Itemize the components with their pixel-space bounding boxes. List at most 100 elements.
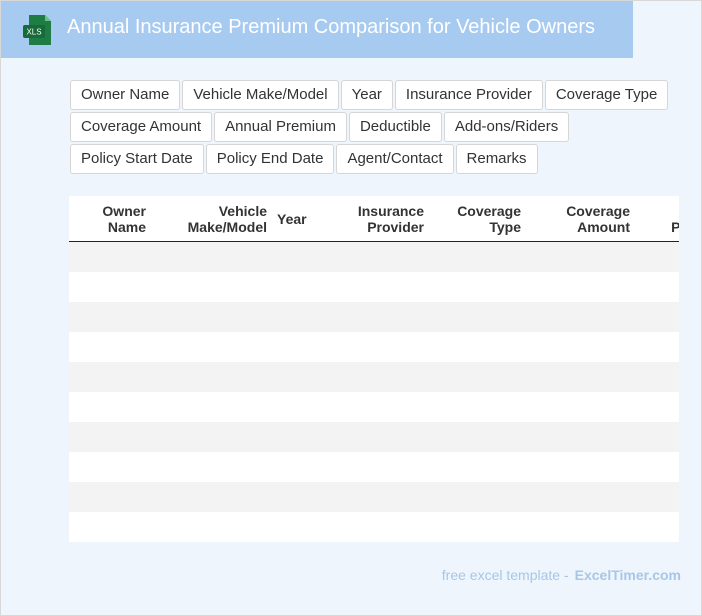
table-row <box>69 482 679 512</box>
table-cell <box>531 482 640 512</box>
column-header: Vehicle Make/Model <box>156 196 277 242</box>
table-cell <box>321 512 434 542</box>
table-cell <box>321 482 434 512</box>
table-container: Owner Name Vehicle Make/Model Year Insuranc… <box>69 196 679 542</box>
tag[interactable]: Remarks <box>455 144 538 174</box>
table-row <box>69 422 679 452</box>
table-cell <box>156 332 277 362</box>
table-cell <box>156 452 277 482</box>
table-cell <box>321 392 434 422</box>
table: Owner Name Vehicle Make/Model Year Insuranc… <box>69 196 679 542</box>
table-cell <box>277 362 321 392</box>
table-cell <box>277 302 321 332</box>
table-cell <box>640 512 679 542</box>
table-cell <box>434 392 531 422</box>
table-cell <box>156 482 277 512</box>
table-cell <box>640 422 679 452</box>
column-header: Coverage Amount <box>531 196 640 242</box>
table-cell <box>277 332 321 362</box>
table-cell <box>69 422 156 452</box>
table-cell <box>640 302 679 332</box>
table-cell <box>69 272 156 302</box>
header: XLS Annual Insurance Premium Comparison … <box>1 1 633 58</box>
table-cell <box>531 302 640 332</box>
table-cell <box>156 422 277 452</box>
tag[interactable]: Vehicle Make/Model <box>182 80 339 110</box>
table-cell <box>69 332 156 362</box>
table-cell <box>277 452 321 482</box>
table-row <box>69 362 679 392</box>
column-header: Owner Name <box>69 196 156 242</box>
column-tags: Owner Name Vehicle Make/Model Year Insuranc… <box>70 80 670 174</box>
table-cell <box>531 362 640 392</box>
table-cell <box>434 241 531 272</box>
table-cell <box>156 241 277 272</box>
table-cell <box>156 392 277 422</box>
table-cell <box>321 452 434 482</box>
table-cell <box>531 272 640 302</box>
tag[interactable]: Owner Name <box>70 80 181 110</box>
table-row <box>69 241 679 272</box>
column-header: Year <box>277 196 321 242</box>
table-cell <box>640 241 679 272</box>
table-cell <box>156 272 277 302</box>
table-cell <box>434 452 531 482</box>
table-cell <box>434 302 531 332</box>
table-cell <box>277 272 321 302</box>
table-cell <box>321 332 434 362</box>
table-cell <box>321 241 434 272</box>
table-cell <box>69 302 156 332</box>
table-row <box>69 332 679 362</box>
column-header: Insurance Provider <box>321 196 434 242</box>
table-cell <box>531 241 640 272</box>
table-cell <box>531 392 640 422</box>
table-cell <box>156 302 277 332</box>
table-cell <box>156 512 277 542</box>
table-row <box>69 302 679 332</box>
tag[interactable]: Insurance Provider <box>394 80 543 110</box>
table-cell <box>434 512 531 542</box>
header-row: Owner Name Vehicle Make/Model Year Insuranc… <box>69 196 679 242</box>
column-header: Coverage Type <box>434 196 531 242</box>
footer-brand[interactable]: ExcelTimer.com <box>574 567 681 583</box>
file-icon: XLS <box>23 15 51 45</box>
tag[interactable]: Year <box>340 80 393 110</box>
table-cell <box>640 392 679 422</box>
table-cell <box>69 362 156 392</box>
table-cell <box>321 422 434 452</box>
table-cell <box>69 392 156 422</box>
footer: free excel template - ExcelTimer.com <box>442 567 681 583</box>
table-cell <box>277 512 321 542</box>
table-cell <box>277 482 321 512</box>
table-cell <box>321 302 434 332</box>
tag[interactable]: Add-ons/Riders <box>443 112 570 142</box>
table-cell <box>277 392 321 422</box>
tag[interactable]: Policy End Date <box>205 144 335 174</box>
table-cell <box>277 241 321 272</box>
table-row <box>69 392 679 422</box>
table-cell <box>531 422 640 452</box>
table-row <box>69 512 679 542</box>
tag[interactable]: Policy Start Date <box>70 144 204 174</box>
table-cell <box>434 482 531 512</box>
tag[interactable]: Coverage Type <box>544 80 669 110</box>
tag[interactable]: Agent/Contact <box>336 144 454 174</box>
title: Annual Insurance Premium Comparison for … <box>67 16 596 38</box>
table-cell <box>434 362 531 392</box>
tag[interactable]: Coverage Amount <box>70 112 213 142</box>
table-row <box>69 272 679 302</box>
tag[interactable]: Deductible <box>348 112 442 142</box>
table-cell <box>277 422 321 452</box>
table-cell <box>434 272 531 302</box>
table-cell <box>531 452 640 482</box>
table-cell <box>531 512 640 542</box>
table-cell <box>321 272 434 302</box>
table-cell <box>69 241 156 272</box>
table-cell <box>640 362 679 392</box>
icon-label: XLS <box>26 28 41 37</box>
table-cell <box>156 362 277 392</box>
tag[interactable]: Annual Premium <box>214 112 347 142</box>
table-cell <box>434 332 531 362</box>
table-cell <box>640 482 679 512</box>
